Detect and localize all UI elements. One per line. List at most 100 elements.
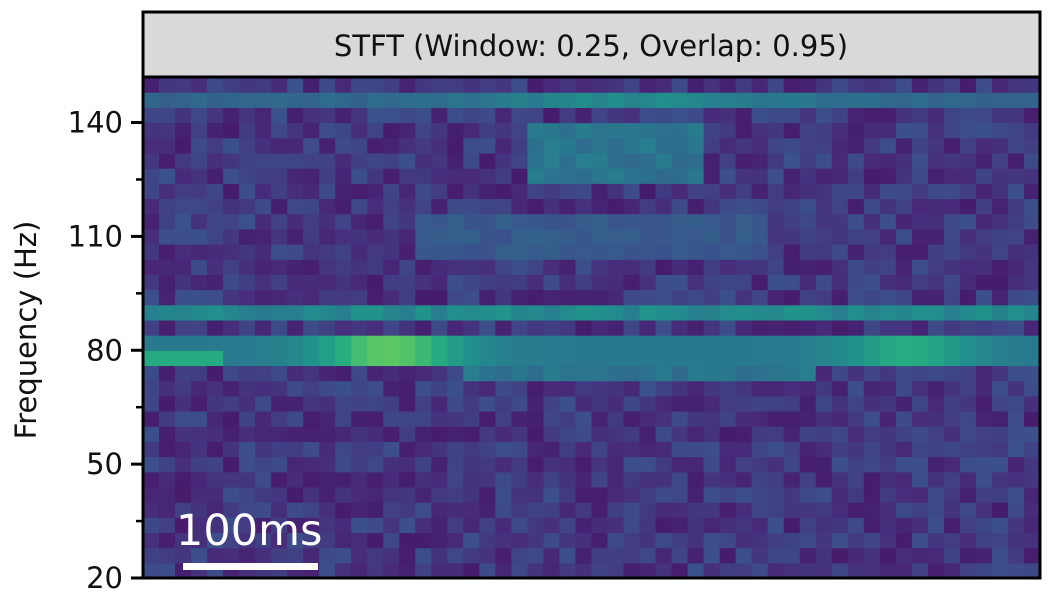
heatmap-cell <box>831 517 849 534</box>
heatmap-cell <box>207 335 224 351</box>
heatmap-cell <box>271 517 288 534</box>
heatmap-cell <box>879 517 897 534</box>
heatmap-cell <box>687 532 705 549</box>
heatmap-cell <box>559 259 577 275</box>
heatmap-cell <box>623 547 641 564</box>
heatmap-cell <box>703 213 721 230</box>
heatmap-cell <box>175 289 192 306</box>
heatmap-cell <box>399 213 416 230</box>
heatmap-cell <box>495 547 513 564</box>
heatmap-cell <box>911 517 929 534</box>
heatmap-cell <box>223 107 240 124</box>
heatmap-cell <box>543 168 561 184</box>
heatmap-cell <box>271 274 288 291</box>
heatmap-cell <box>287 183 304 200</box>
heatmap-cell <box>303 244 320 260</box>
heatmap-cell <box>847 547 865 564</box>
heatmap-cell <box>559 562 577 579</box>
heatmap-cell <box>799 532 817 549</box>
heatmap-cell <box>943 244 961 260</box>
heatmap-cell <box>207 77 224 93</box>
heatmap-cell <box>543 456 561 473</box>
heatmap-cell <box>831 411 849 427</box>
heatmap-cell <box>719 441 737 458</box>
heatmap-cell <box>719 426 737 442</box>
heatmap-cell <box>479 168 496 184</box>
heatmap-cell <box>239 547 256 564</box>
heatmap-cell <box>287 380 304 397</box>
heatmap-cell <box>527 92 545 108</box>
heatmap-cell <box>639 547 657 564</box>
heatmap-cell <box>799 77 817 93</box>
y-axis-title: Frequency (Hz) <box>9 221 43 440</box>
heatmap-cell <box>143 137 160 154</box>
heatmap-cell <box>367 198 384 215</box>
heatmap-cell <box>255 471 272 488</box>
heatmap-cell <box>895 319 913 336</box>
heatmap-cell <box>751 335 769 351</box>
heatmap-cell <box>271 350 288 367</box>
heatmap-cell <box>463 122 480 139</box>
heatmap-cell <box>543 486 561 503</box>
heatmap-cell <box>383 92 400 108</box>
heatmap-cell <box>575 426 593 442</box>
heatmap-cell <box>767 183 785 200</box>
heatmap-cell <box>815 274 833 291</box>
heatmap-cell <box>975 365 993 382</box>
heatmap-cell <box>239 335 256 351</box>
heatmap-cell <box>415 365 432 382</box>
heatmap-cell <box>607 532 625 549</box>
heatmap-cell <box>479 152 496 169</box>
heatmap-cell <box>191 441 208 458</box>
heatmap-cell <box>735 228 753 245</box>
heatmap-cell <box>351 122 368 139</box>
heatmap-cell <box>991 213 1009 230</box>
heatmap-cell <box>815 502 833 518</box>
heatmap-cell <box>415 77 432 93</box>
heatmap-cell <box>415 426 432 442</box>
heatmap-cell <box>943 228 961 245</box>
heatmap-cell <box>383 471 400 488</box>
heatmap-cell <box>655 137 673 154</box>
heatmap-cell <box>879 395 897 412</box>
heatmap-cell <box>895 274 913 291</box>
heatmap-cell <box>687 380 705 397</box>
heatmap-cell <box>655 471 673 488</box>
heatmap-cell <box>959 547 977 564</box>
heatmap-cell <box>751 380 769 397</box>
heatmap-cell <box>767 152 785 169</box>
heatmap-cell <box>175 411 192 427</box>
heatmap-cell <box>735 426 753 442</box>
heatmap-cell <box>751 137 769 154</box>
heatmap-cell <box>863 152 881 169</box>
heatmap-cell <box>463 547 480 564</box>
heatmap-cell <box>959 183 977 200</box>
heatmap-cell <box>447 350 464 367</box>
heatmap-cell <box>559 350 577 367</box>
heatmap-cell <box>943 395 961 412</box>
heatmap-cell <box>415 380 432 397</box>
heatmap-cell <box>319 137 336 154</box>
heatmap-cell <box>863 547 881 564</box>
heatmap-cell <box>735 471 753 488</box>
heatmap-cell <box>959 365 977 382</box>
heatmap-cell <box>671 319 689 336</box>
heatmap-cell <box>175 304 192 321</box>
heatmap-cell <box>687 517 705 534</box>
heatmap-cell <box>1007 486 1025 503</box>
heatmap-cell <box>399 395 416 412</box>
heatmap-cell <box>623 350 641 367</box>
heatmap-cell <box>175 441 192 458</box>
heatmap-cell <box>751 168 769 184</box>
heatmap-cell <box>975 395 993 412</box>
heatmap-cell <box>719 213 737 230</box>
heatmap-cell <box>527 213 545 230</box>
heatmap-cell <box>991 547 1009 564</box>
heatmap-cell <box>975 547 993 564</box>
heatmap-cell <box>175 517 192 534</box>
heatmap-cell <box>495 426 513 442</box>
heatmap-cell <box>847 122 865 139</box>
heatmap-cell <box>639 168 657 184</box>
heatmap-cell <box>479 335 496 351</box>
heatmap-cell <box>831 244 849 260</box>
